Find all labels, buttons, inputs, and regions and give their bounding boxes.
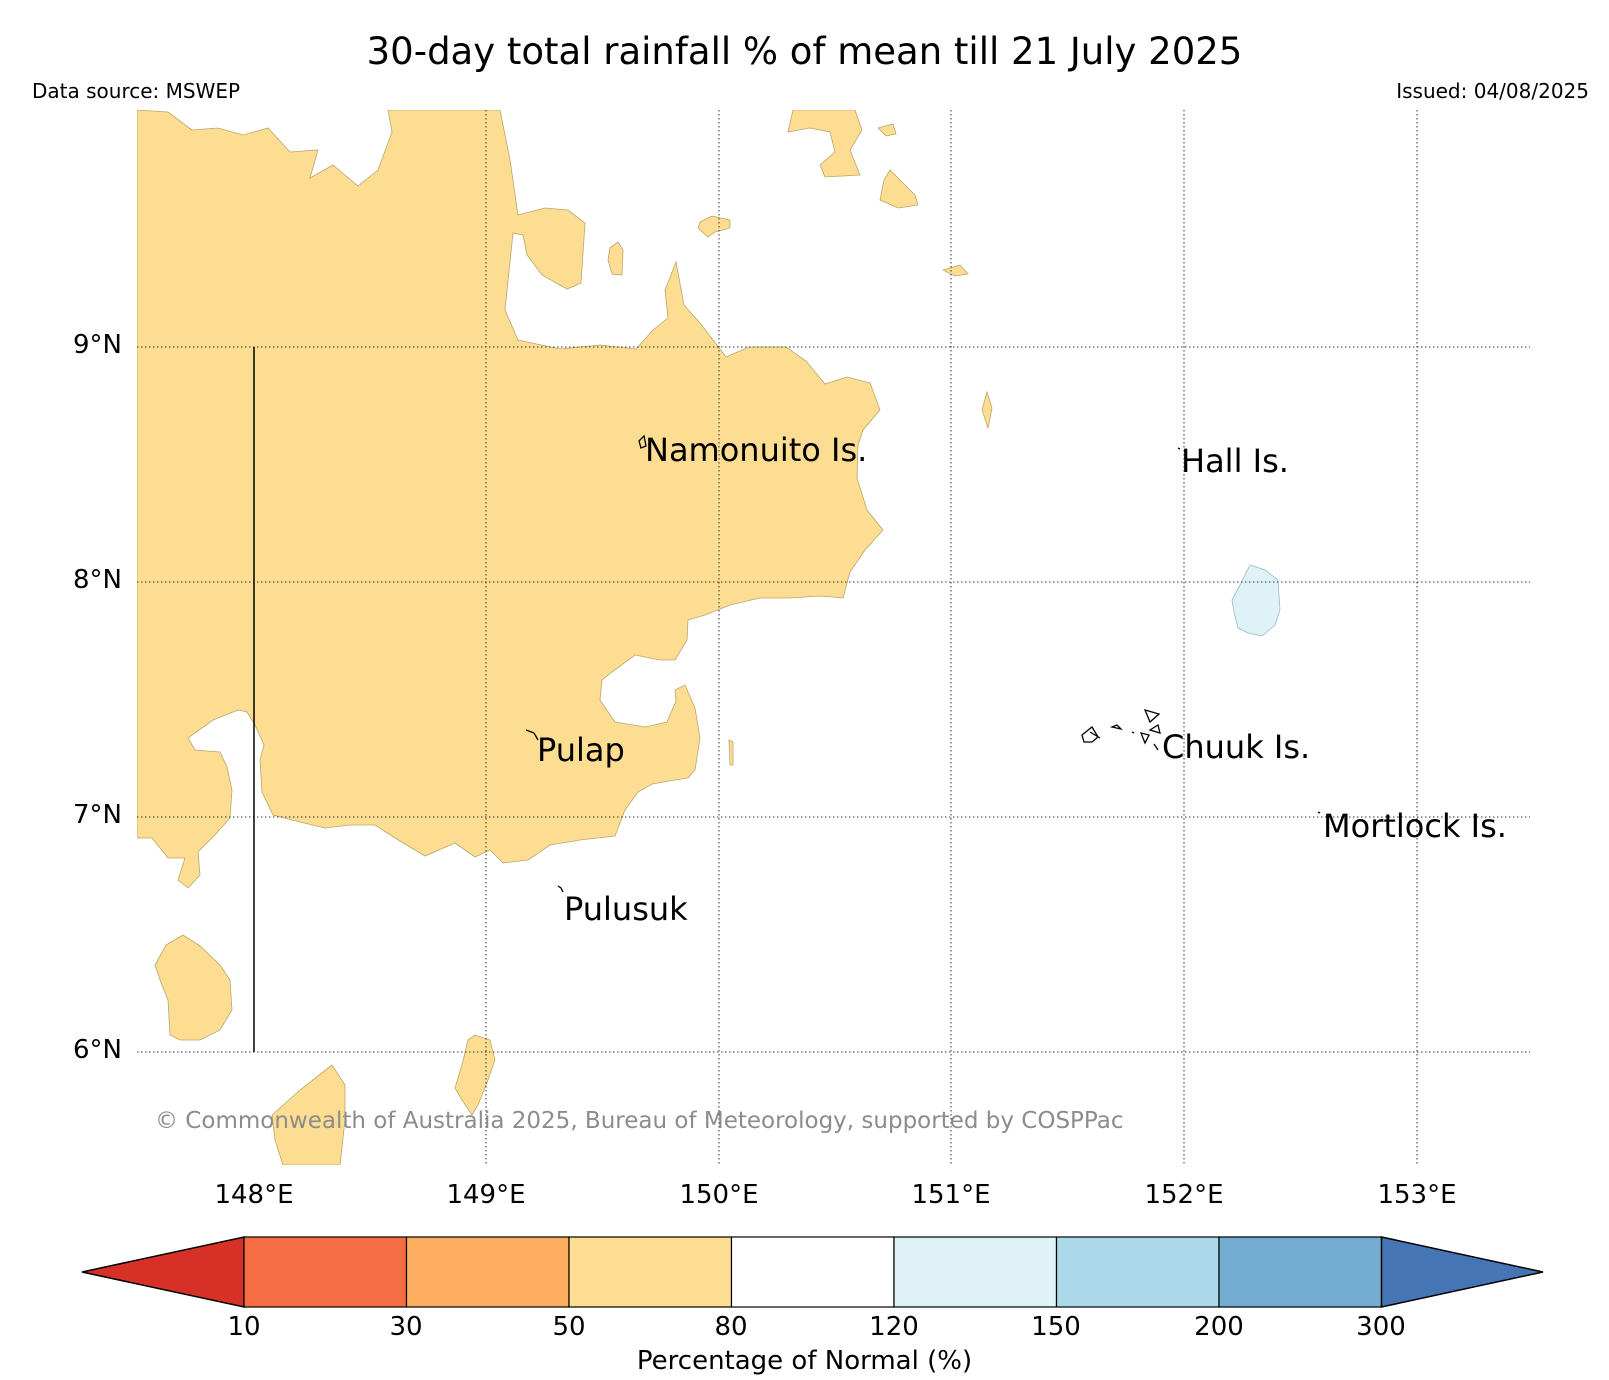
- colorbar-tick-200: 200: [1194, 1312, 1244, 1342]
- place-label-pulap: Pulap: [537, 731, 625, 769]
- lat-label-9n: 9°N: [73, 330, 122, 360]
- place-label-namonuito: Namonuito Is.: [645, 431, 868, 469]
- colorbar-segment-50-80: [568, 1236, 733, 1308]
- lon-label-152e: 152°E: [1144, 1180, 1224, 1210]
- lat-label-6n: 6°N: [73, 1035, 122, 1065]
- colorbar-segment-200-300: [1218, 1236, 1383, 1308]
- colorbar-tick-10: 10: [227, 1312, 261, 1342]
- lon-label-153e: 153°E: [1377, 1180, 1457, 1210]
- colorbar-segment-80-120: [730, 1236, 895, 1308]
- colorbar-tick-80: 80: [714, 1312, 748, 1342]
- issued-date-label: Issued: 04/08/2025: [1396, 79, 1589, 103]
- place-label-chuuk: Chuuk Is.: [1162, 728, 1311, 766]
- data-source-label: Data source: MSWEP: [32, 79, 241, 103]
- colorbar-segment-10-30: [243, 1236, 408, 1308]
- colorbar-segment-30-50: [405, 1236, 570, 1308]
- lon-label-148e: 148°E: [214, 1180, 294, 1210]
- lon-label-150e: 150°E: [679, 1180, 759, 1210]
- copyright-notice: © Commonwealth of Australia 2025, Bureau…: [155, 1108, 1124, 1134]
- lat-label-7n: 7°N: [73, 800, 122, 830]
- lat-label-8n: 8°N: [73, 565, 122, 595]
- colorbar-segment-150-200: [1055, 1236, 1220, 1308]
- colorbar-segment-120-150: [893, 1236, 1058, 1308]
- place-label-hall: Hall Is.: [1181, 442, 1289, 480]
- wet-region: [1231, 564, 1281, 637]
- colorbar-tick-150: 150: [1031, 1312, 1081, 1342]
- colorbar-tick-300: 300: [1356, 1312, 1406, 1342]
- colorbar-label: Percentage of Normal (%): [636, 1346, 973, 1376]
- colorbar-tick-30: 30: [389, 1312, 423, 1342]
- place-label-pulusuk: Pulusuk: [564, 890, 688, 928]
- colorbar-tick-120: 120: [869, 1312, 919, 1342]
- dry-region-main: [137, 110, 884, 889]
- colorbar: [81, 1236, 1544, 1308]
- colorbar-tick-50: 50: [552, 1312, 586, 1342]
- colorbar-segment-above-300: [1380, 1236, 1544, 1308]
- lon-label-151e: 151°E: [911, 1180, 991, 1210]
- colorbar-segment-below-10: [81, 1236, 245, 1308]
- map-title: 30-day total rainfall % of mean till 21 …: [366, 30, 1243, 73]
- place-label-mortlock: Mortlock Is.: [1323, 807, 1507, 845]
- lon-label-149e: 149°E: [446, 1180, 526, 1210]
